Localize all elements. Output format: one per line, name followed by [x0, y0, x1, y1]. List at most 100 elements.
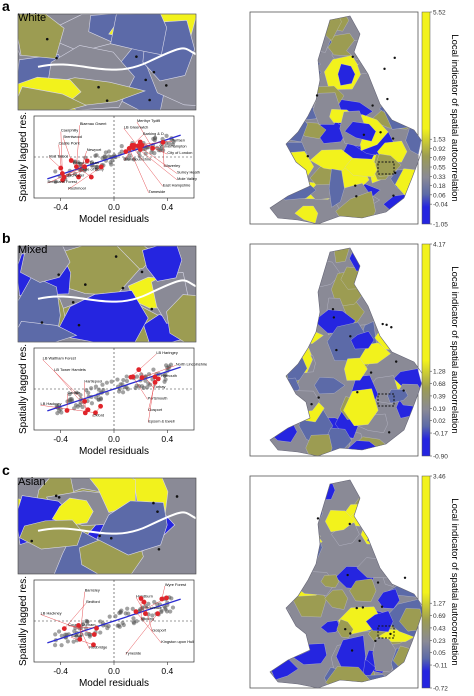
scatter-point — [98, 619, 102, 623]
map-dot — [374, 640, 376, 642]
scatter-point — [151, 368, 155, 372]
colorbar-bar — [422, 12, 430, 224]
colorbar-tick-label: -1.05 — [433, 222, 448, 229]
annotation-label: LB Waltham Forest — [43, 356, 77, 361]
x-tick-label: -0.4 — [53, 202, 68, 212]
panel-a-label: a — [2, 0, 10, 14]
x-tick-label: 0.4 — [161, 434, 173, 444]
map-dot — [355, 195, 357, 197]
x-tick-label: 0.0 — [108, 666, 120, 676]
map-dot — [332, 308, 334, 310]
scatter-point — [169, 363, 173, 367]
scatter-point — [122, 623, 126, 627]
panel-a-title: White — [18, 12, 46, 24]
map-dot — [349, 523, 351, 525]
map-dot — [317, 517, 319, 519]
annotation-label: Castle Point — [59, 141, 81, 146]
panel-c-title: Asian — [18, 476, 46, 488]
scatter-point — [164, 363, 168, 367]
scatter-point — [171, 605, 175, 609]
colorbar-tick-label: -0.04 — [433, 202, 448, 209]
zoom-map-dot — [135, 55, 138, 58]
panel-c-graphics: Wyre ForestBarnsleyHyndburnBedfordRochda… — [0, 464, 474, 696]
map-dot — [335, 349, 337, 351]
annotation-label: Plymouth — [161, 373, 177, 378]
colorbar-tick-label: 0.02 — [433, 418, 446, 425]
map-dot — [389, 633, 391, 635]
colorbar-tick-label: 4.17 — [433, 242, 446, 249]
scatter-point — [53, 632, 57, 636]
zoom-map-dot — [41, 321, 44, 324]
annotation-label: Hyndburn — [136, 593, 153, 598]
scatter-point — [117, 623, 121, 627]
map-dot — [356, 607, 358, 609]
scatter-point — [140, 384, 144, 388]
zoom-map-dot — [84, 283, 87, 286]
scatter-point — [89, 386, 93, 390]
map-dot — [354, 184, 356, 186]
colorbar-tick-label: 0.68 — [433, 381, 446, 388]
zoom-map-dot — [158, 548, 161, 551]
outlier-point — [142, 600, 147, 605]
colorbar-tick-label: 0.19 — [433, 406, 446, 413]
map-dot — [356, 391, 358, 393]
colorbar-tick-label: 1.53 — [433, 137, 446, 144]
annotation-label: Port Talbot — [49, 153, 68, 158]
annotation-label: Oxford — [92, 413, 104, 418]
x-axis-label: Model residuals — [79, 214, 149, 225]
scatter-point — [94, 385, 98, 389]
colorbar-tick-label: 0.06 — [433, 192, 446, 199]
annotation-label: Hartlepool — [84, 378, 102, 383]
scatter-point — [109, 160, 113, 164]
map-dot — [392, 194, 394, 196]
annotation-label: Monmouthshire — [125, 157, 152, 162]
colorbar-tick-label: 0.69 — [433, 155, 446, 162]
scatter-point — [93, 154, 97, 158]
district-region — [306, 434, 332, 460]
map-dot — [392, 137, 394, 139]
zoom-map-dot — [98, 535, 101, 538]
annotation-label: Mole Valley — [177, 176, 197, 181]
england-map — [250, 3, 439, 229]
annotation-label: Rochdale — [146, 605, 162, 610]
x-tick-label: 0.0 — [108, 202, 120, 212]
map-dot — [381, 606, 383, 608]
annotation-label: City of London — [167, 150, 192, 155]
zoom-map-dot — [46, 38, 49, 41]
zoom-map-dot — [165, 84, 168, 87]
zoom-map-dot — [55, 495, 58, 498]
annotation-label: Merthyr Tydfil — [137, 118, 160, 123]
scatter-point — [70, 397, 74, 401]
colorbar: 5.521.530.920.690.550.330.180.06-0.04-1.… — [422, 10, 460, 229]
scatter-point — [164, 134, 168, 138]
map-dot — [349, 632, 351, 634]
y-axis-label: Spatially lagged res. — [18, 112, 29, 202]
scatter-point — [131, 620, 135, 624]
scatter-point — [105, 381, 109, 385]
scatter-point — [134, 386, 138, 390]
map-dot — [333, 316, 335, 318]
annotation-label: Carlisle — [67, 390, 80, 395]
zoom-map-dot — [72, 301, 75, 304]
colorbar-bar — [422, 244, 430, 456]
scatter-point — [121, 390, 125, 394]
map-dot — [385, 324, 387, 326]
scatter-point — [66, 639, 70, 643]
zoom-map-dot — [156, 510, 159, 513]
map-dot — [395, 360, 397, 362]
map-dot — [402, 389, 404, 391]
zoom-map-dot — [150, 308, 153, 311]
outlier-point — [159, 597, 164, 602]
zoom-map-dot — [57, 273, 60, 276]
scatter-point — [72, 640, 76, 644]
scatter-point — [163, 377, 167, 381]
map-dot — [344, 628, 346, 630]
scatter-point — [121, 378, 125, 382]
map-dot — [370, 371, 372, 373]
scatter-point — [109, 379, 113, 383]
annotation-label: Torfaen — [172, 137, 185, 142]
scatter-point — [148, 383, 152, 387]
